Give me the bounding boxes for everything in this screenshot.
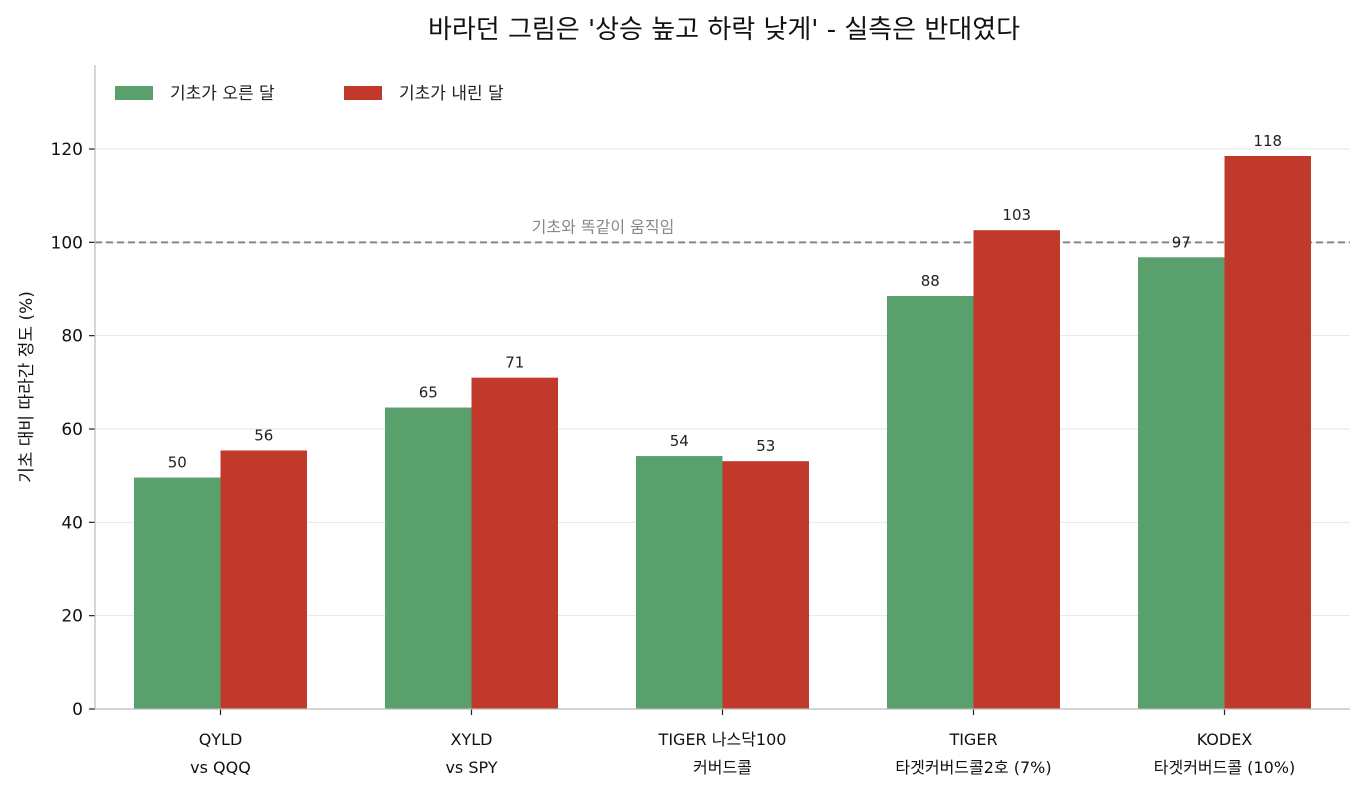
- data-label: 97: [1172, 233, 1191, 251]
- y-tick-label: 100: [51, 233, 83, 253]
- x-tick-label: QYLD: [199, 730, 243, 749]
- legend-label: 기초가 내린 달: [399, 84, 504, 104]
- bar-down-month: [471, 377, 558, 709]
- reference-line-label: 기초와 똑같이 움직임: [532, 217, 675, 236]
- legend: 기초가 오른 달 기초가 내린 달: [115, 84, 504, 104]
- y-tick-label: 80: [61, 327, 83, 347]
- data-label: 88: [921, 272, 940, 290]
- data-label: 50: [168, 454, 187, 472]
- data-label: 103: [1002, 206, 1031, 224]
- x-tick-label: 타겟커버드콜2호 (7%): [895, 758, 1051, 777]
- legend-swatch: [344, 86, 382, 100]
- x-tick-label: vs QQQ: [190, 758, 251, 777]
- data-label: 65: [419, 384, 438, 402]
- y-tick-label: 20: [61, 607, 83, 627]
- x-tick-label: 커버드콜: [693, 758, 752, 777]
- y-tick-label: 0: [72, 700, 83, 720]
- data-label: 53: [756, 437, 775, 455]
- data-label: 56: [254, 426, 273, 444]
- bars: 50 56 65 71 54 53 88 103 97 118: [134, 132, 1311, 709]
- bar-up-month: [385, 407, 472, 709]
- bar-up-month: [636, 456, 723, 709]
- legend-label: 기초가 오른 달: [170, 84, 275, 104]
- legend-swatch: [115, 86, 153, 100]
- axes: 0 20 40 60 80 100 120 QYLD vs QQQ XYLD vs SPY TIGER…: [51, 65, 1350, 777]
- x-tick-label: XYLD: [451, 730, 493, 749]
- y-tick-label: 60: [61, 420, 83, 440]
- bar-down-month: [1224, 156, 1311, 709]
- y-axis-label: 기초 대비 따라간 정도 (%): [17, 291, 37, 483]
- data-label: 71: [505, 354, 524, 372]
- x-tick-label: KODEX: [1197, 730, 1253, 749]
- y-tick-label: 40: [61, 513, 83, 533]
- bar-down-month: [973, 230, 1060, 709]
- reference-line-group: 기초와 똑같이 움직임: [95, 217, 1350, 244]
- bar-down-month: [722, 461, 809, 709]
- bar-up-month: [887, 296, 974, 709]
- chart-title: 바라던 그림은 '상승 높고 하락 낮게' - 실측은 반대였다: [428, 15, 1020, 45]
- bar-up-month: [134, 477, 221, 709]
- bar-down-month: [220, 450, 307, 709]
- y-tick-label: 120: [51, 140, 83, 160]
- bar-up-month: [1138, 257, 1225, 709]
- x-tick-label: vs SPY: [445, 758, 497, 777]
- x-tick-label: TIGER: [948, 730, 997, 749]
- data-label: 118: [1253, 132, 1282, 150]
- x-tick-label: 타겟커버드콜 (10%): [1154, 758, 1295, 777]
- data-label: 54: [670, 432, 689, 450]
- x-tick-label: TIGER 나스닥100: [658, 730, 787, 749]
